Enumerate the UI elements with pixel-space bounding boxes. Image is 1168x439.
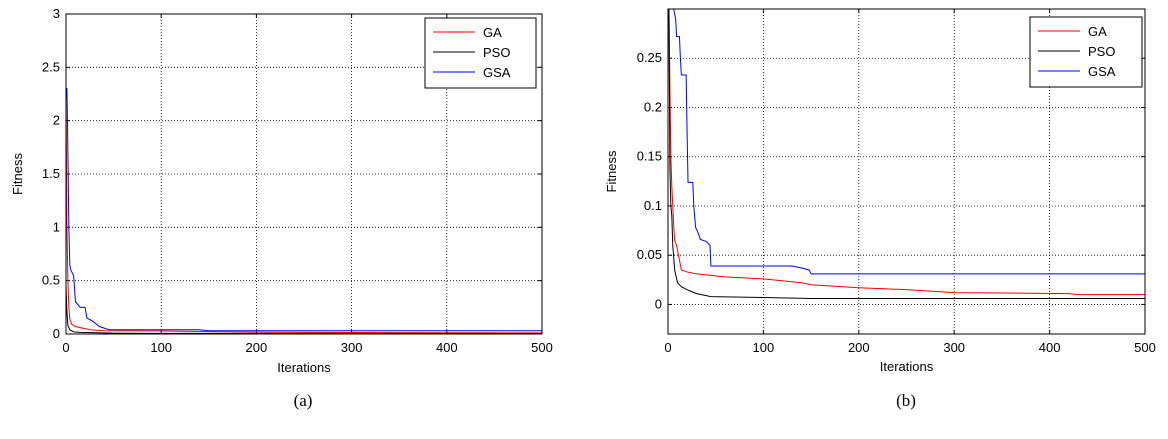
series-line-pso xyxy=(66,285,542,334)
x-tick-label: 100 xyxy=(753,340,775,355)
axes-frame xyxy=(667,8,1146,335)
y-tick-label: 2 xyxy=(53,113,60,128)
series-line-gsa xyxy=(66,88,542,332)
series-line-gsa xyxy=(668,9,1145,275)
y-tick-label: 0 xyxy=(655,296,662,311)
y-tick-label: 0.5 xyxy=(42,273,60,288)
legend-label-gsa: GSA xyxy=(1088,64,1116,79)
series-group xyxy=(66,88,542,334)
x-tick-label: 0 xyxy=(62,340,69,355)
series-line-ga xyxy=(668,9,1145,296)
x-tick-label: 400 xyxy=(1039,340,1061,355)
x-tick-label: 500 xyxy=(531,340,553,355)
x-tick-label: 0 xyxy=(664,340,671,355)
x-axis-label: Iterations xyxy=(880,359,934,374)
legend-label-ga: GA xyxy=(1088,24,1107,39)
legend-box xyxy=(424,17,537,89)
series-line-ga xyxy=(66,99,542,334)
y-tick-label: 2.5 xyxy=(42,59,60,74)
y-axis-label: Fitness xyxy=(10,153,25,195)
x-tick-label: 100 xyxy=(150,340,172,355)
axes-frame xyxy=(65,13,543,335)
series-line-pso xyxy=(668,9,1145,300)
series-group xyxy=(668,9,1145,300)
legend-label-pso: PSO xyxy=(483,45,510,60)
y-tick-label: 0 xyxy=(53,326,60,341)
y-tick-label: 0.2 xyxy=(644,99,662,114)
x-tick-label: 300 xyxy=(943,340,965,355)
x-tick-label: 500 xyxy=(1134,340,1156,355)
y-axis-label: Fitness xyxy=(604,150,619,192)
y-tick-label: 3 xyxy=(53,6,60,21)
y-tick-label: 0.1 xyxy=(644,198,662,213)
y-tick-label: 1.5 xyxy=(42,166,60,181)
legend-label-gsa: GSA xyxy=(483,65,511,80)
y-tick-label: 0.15 xyxy=(637,149,662,164)
x-tick-label: 200 xyxy=(848,340,870,355)
panel-caption: (a) xyxy=(294,391,313,410)
y-tick-label: 1 xyxy=(53,219,60,234)
x-tick-label: 200 xyxy=(246,340,268,355)
legend: GA PSO GSA xyxy=(424,17,537,89)
legend-box xyxy=(1029,16,1143,88)
panel-caption: (b) xyxy=(896,391,916,410)
legend-label-pso: PSO xyxy=(1088,44,1115,59)
legend: GA PSO GSA xyxy=(1029,16,1143,88)
chart-panel: 0 100 200 300 400 500 0 0.05 0.1 0.15 0.2 0.25 GA PSO… xyxy=(604,8,1156,410)
x-axis-label: Iterations xyxy=(277,360,331,375)
y-tick-label: 0.05 xyxy=(637,247,662,262)
chart-panel: 0 100 200 300 400 500 0 0.5 1 1.5 2 2.5 3 GA PSO GSA Ite… xyxy=(10,6,553,410)
y-tick-label: 0.25 xyxy=(637,50,662,65)
x-tick-label: 300 xyxy=(341,340,363,355)
x-tick-label: 400 xyxy=(436,340,458,355)
legend-label-ga: GA xyxy=(483,25,502,40)
